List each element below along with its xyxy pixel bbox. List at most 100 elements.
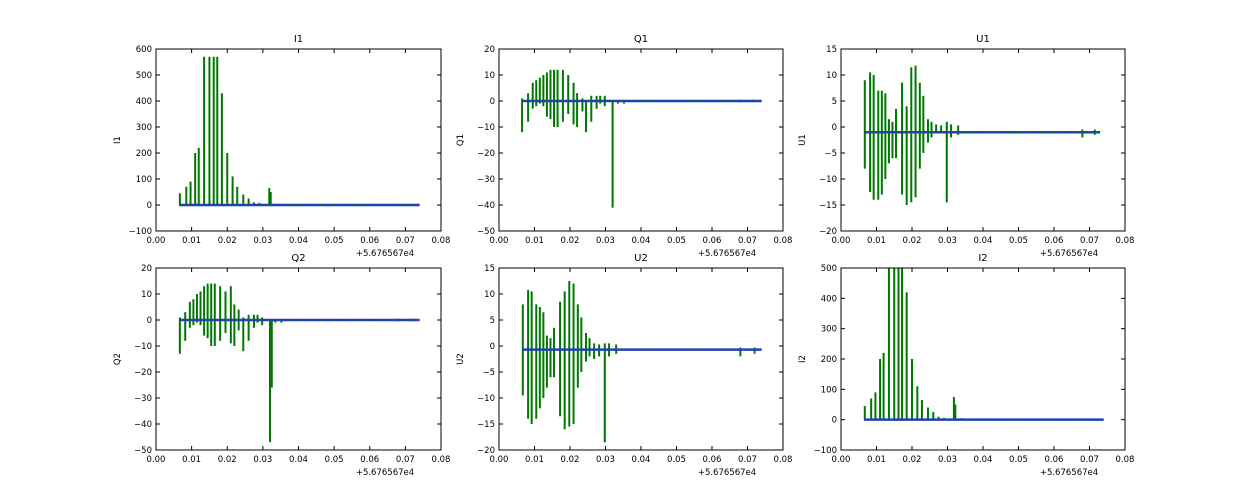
x-tick-label: 0.07 <box>1080 236 1099 246</box>
y-tick-label: 400 <box>821 294 837 304</box>
chart-title: Q2 <box>291 253 305 264</box>
chart-title: I1 <box>294 34 303 45</box>
x-tick-label: 0.07 <box>396 236 415 246</box>
y-tick-label: 10 <box>141 290 152 300</box>
y-axis-label: I2 <box>798 355 808 363</box>
y-tick-label: 300 <box>821 325 837 335</box>
axes-frame <box>155 267 442 451</box>
x-tick-label: 0.08 <box>1116 236 1135 246</box>
x-tick-label: 0.06 <box>1045 236 1064 246</box>
x-tick-label: 0.03 <box>253 236 272 246</box>
y-tick-label: 10 <box>484 290 495 300</box>
y-tick-label: −20 <box>477 149 495 159</box>
y-tick-label: 5 <box>832 97 837 107</box>
x-tick-label: 0.05 <box>325 455 344 465</box>
x-tick-label: 0.02 <box>903 455 922 465</box>
x-tick-label: 0.00 <box>490 236 509 246</box>
y-tick-label: 100 <box>136 175 152 185</box>
x-tick-label: 0.02 <box>218 236 237 246</box>
x-tick-label: 0.03 <box>596 455 615 465</box>
x-tick-label: 0.01 <box>182 236 201 246</box>
y-tick-label: −50 <box>134 446 152 456</box>
x-tick-label: 0.02 <box>561 455 580 465</box>
y-tick-label: 20 <box>141 264 152 274</box>
y-tick-label: −40 <box>134 420 152 430</box>
x-tick-label: 0.00 <box>832 455 851 465</box>
x-tick-label: 0.04 <box>632 455 651 465</box>
x-tick-label: 0.01 <box>867 236 886 246</box>
x-tick-label: 0.01 <box>525 455 544 465</box>
y-tick-label: 0 <box>147 316 152 326</box>
x-tick-label: 0.02 <box>561 236 580 246</box>
y-axis-label: U2 <box>456 353 466 365</box>
x-tick-label: 0.06 <box>360 455 379 465</box>
y-tick-label: 15 <box>826 45 837 55</box>
y-tick-label: 300 <box>136 123 152 133</box>
x-tick-label: 0.00 <box>147 236 166 246</box>
x-offset-label: +5.676567e4 <box>1040 468 1098 478</box>
x-tick-label: 0.08 <box>432 236 451 246</box>
x-tick-label: 0.04 <box>974 236 993 246</box>
y-tick-label: 600 <box>136 45 152 55</box>
subplot-i2: 0.00 0.01 0.02 0.03 0.04 0.05 0.06 0.07 0.08 −100… <box>798 253 1134 478</box>
x-tick-label: 0.03 <box>596 236 615 246</box>
x-tick-label: 0.03 <box>253 455 272 465</box>
x-tick-label: 0.07 <box>1080 455 1099 465</box>
y-tick-label: 10 <box>484 71 495 81</box>
x-tick-label: 0.07 <box>396 455 415 465</box>
x-tick-label: 0.04 <box>632 236 651 246</box>
x-tick-label: 0.03 <box>938 455 957 465</box>
y-tick-label: 0 <box>490 342 495 352</box>
x-tick-label: 0.06 <box>703 236 722 246</box>
x-tick-label: 0.00 <box>147 455 166 465</box>
x-tick-label: 0.01 <box>867 455 886 465</box>
y-tick-label: 20 <box>484 45 495 55</box>
x-tick-label: 0.07 <box>738 236 757 246</box>
x-offset-label: +5.676567e4 <box>356 468 414 478</box>
x-tick-label: 0.00 <box>490 455 509 465</box>
y-tick-label: −10 <box>477 123 495 133</box>
y-tick-label: 100 <box>821 385 837 395</box>
x-offset-label: +5.676567e4 <box>1040 249 1098 259</box>
y-tick-label: −20 <box>819 227 837 237</box>
y-tick-label: −5 <box>824 149 837 159</box>
y-tick-label: 0 <box>832 416 837 426</box>
x-offset-label: +5.676567e4 <box>698 249 756 259</box>
x-tick-label: 0.06 <box>1045 455 1064 465</box>
y-tick-label: −100 <box>814 446 837 456</box>
subplot-u2: 0.00 0.01 0.02 0.03 0.04 0.05 0.06 0.07 0.08 −20 −… <box>456 253 792 478</box>
x-tick-label: 0.06 <box>360 236 379 246</box>
x-tick-label: 0.08 <box>774 455 793 465</box>
y-tick-label: 0 <box>832 123 837 133</box>
chart-title: U2 <box>634 253 648 264</box>
x-tick-label: 0.03 <box>938 236 957 246</box>
y-tick-label: −5 <box>482 368 495 378</box>
y-tick-label: 0 <box>147 201 152 211</box>
subplot-u1: 0.00 0.01 0.02 0.03 0.04 0.05 0.06 0.07 0.08 −20 −… <box>798 34 1134 259</box>
y-tick-label: 500 <box>136 71 152 81</box>
x-tick-label: 0.01 <box>525 236 544 246</box>
x-tick-label: 0.05 <box>667 236 686 246</box>
y-tick-label: −10 <box>134 342 152 352</box>
y-tick-label: 200 <box>821 355 837 365</box>
subplot-q2: 0.00 0.01 0.02 0.03 0.04 0.05 0.06 0.07 0.08 −50 −… <box>113 253 450 478</box>
x-tick-label: 0.08 <box>432 455 451 465</box>
y-axis-label: Q1 <box>456 134 466 146</box>
y-tick-label: −15 <box>477 420 495 430</box>
chart-title: Q1 <box>634 34 648 45</box>
x-offset-label: +5.676567e4 <box>356 249 414 259</box>
x-tick-label: 0.04 <box>289 236 308 246</box>
y-axis-label: U1 <box>798 134 808 146</box>
y-tick-label: −10 <box>477 394 495 404</box>
y-tick-label: 0 <box>490 97 495 107</box>
axes-frame <box>840 48 1126 232</box>
y-tick-label: −20 <box>477 446 495 456</box>
y-tick-label: −40 <box>477 201 495 211</box>
chart-title: I2 <box>978 253 987 264</box>
x-tick-label: 0.02 <box>218 455 237 465</box>
x-tick-label: 0.08 <box>774 236 793 246</box>
y-tick-label: 400 <box>136 97 152 107</box>
y-tick-label: −30 <box>134 394 152 404</box>
y-axis-label: Q2 <box>113 353 123 365</box>
